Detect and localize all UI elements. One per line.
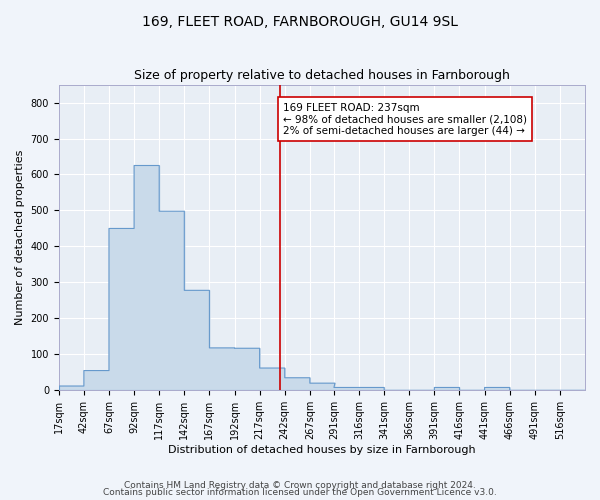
Text: 169, FLEET ROAD, FARNBOROUGH, GU14 9SL: 169, FLEET ROAD, FARNBOROUGH, GU14 9SL xyxy=(142,15,458,29)
Title: Size of property relative to detached houses in Farnborough: Size of property relative to detached ho… xyxy=(134,69,510,82)
Text: Contains public sector information licensed under the Open Government Licence v3: Contains public sector information licen… xyxy=(103,488,497,497)
Text: Contains HM Land Registry data © Crown copyright and database right 2024.: Contains HM Land Registry data © Crown c… xyxy=(124,480,476,490)
X-axis label: Distribution of detached houses by size in Farnborough: Distribution of detached houses by size … xyxy=(168,445,476,455)
Text: 169 FLEET ROAD: 237sqm
← 98% of detached houses are smaller (2,108)
2% of semi-d: 169 FLEET ROAD: 237sqm ← 98% of detached… xyxy=(283,102,527,136)
Y-axis label: Number of detached properties: Number of detached properties xyxy=(15,150,25,325)
